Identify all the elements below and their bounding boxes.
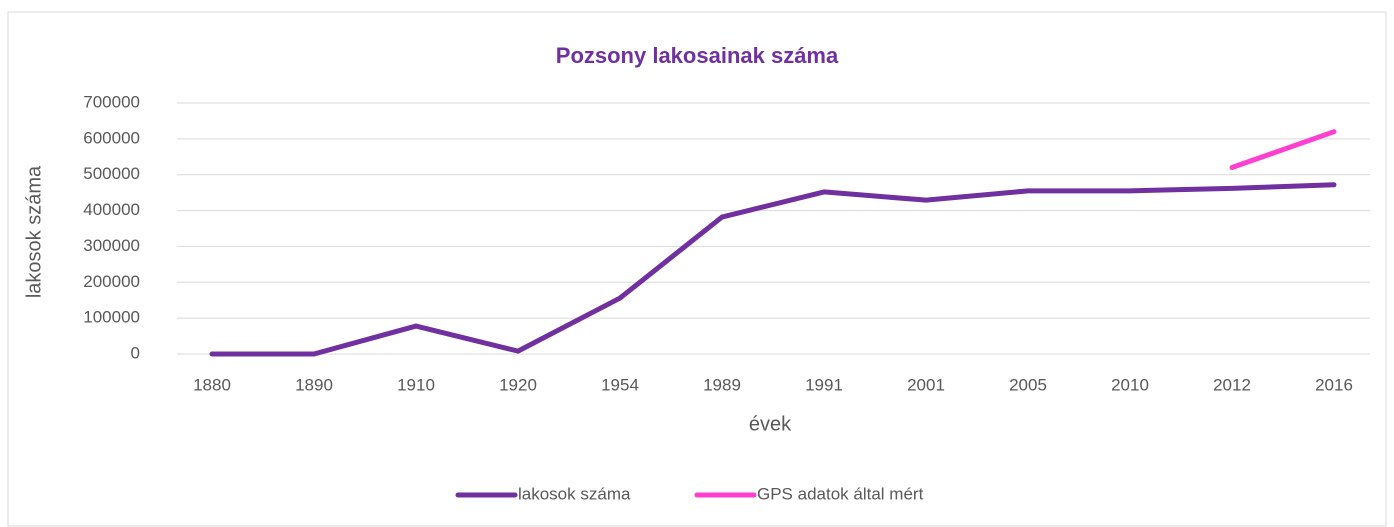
y-tick-label: 100000: [83, 308, 140, 327]
x-tick-label: 2016: [1315, 375, 1353, 394]
x-tick-label: 2005: [1009, 375, 1047, 394]
series-line: [209, 182, 1337, 357]
y-tick-label: 600000: [83, 128, 140, 147]
legend-label: GPS adatok által mért: [757, 484, 924, 503]
y-tick-label: 0: [131, 343, 140, 362]
x-tick-label: 1880: [193, 375, 231, 394]
series-line: [1229, 129, 1337, 171]
x-tick-label: 1954: [601, 375, 639, 394]
y-tick-label: 300000: [83, 236, 140, 255]
x-tick-label: 1991: [805, 375, 843, 394]
y-tick-label: 500000: [83, 164, 140, 183]
x-tick-label: 1910: [397, 375, 435, 394]
x-tick-label: 2012: [1213, 375, 1251, 394]
y-axis-label: lakosok száma: [23, 165, 45, 298]
y-tick-label: 400000: [83, 200, 140, 219]
x-tick-label: 1989: [703, 375, 741, 394]
y-tick-label: 700000: [83, 92, 140, 111]
y-tick-label: 200000: [83, 272, 140, 291]
chart-border: [7, 11, 1387, 527]
x-tick-label: 1920: [499, 375, 537, 394]
x-axis-label: évek: [749, 413, 792, 435]
x-tick-label: 2010: [1111, 375, 1149, 394]
x-tick-label: 1890: [295, 375, 333, 394]
x-tick-label: 2001: [907, 375, 945, 394]
chart-title: Pozsony lakosainak száma: [556, 43, 839, 68]
legend-label: lakosok száma: [518, 484, 631, 503]
